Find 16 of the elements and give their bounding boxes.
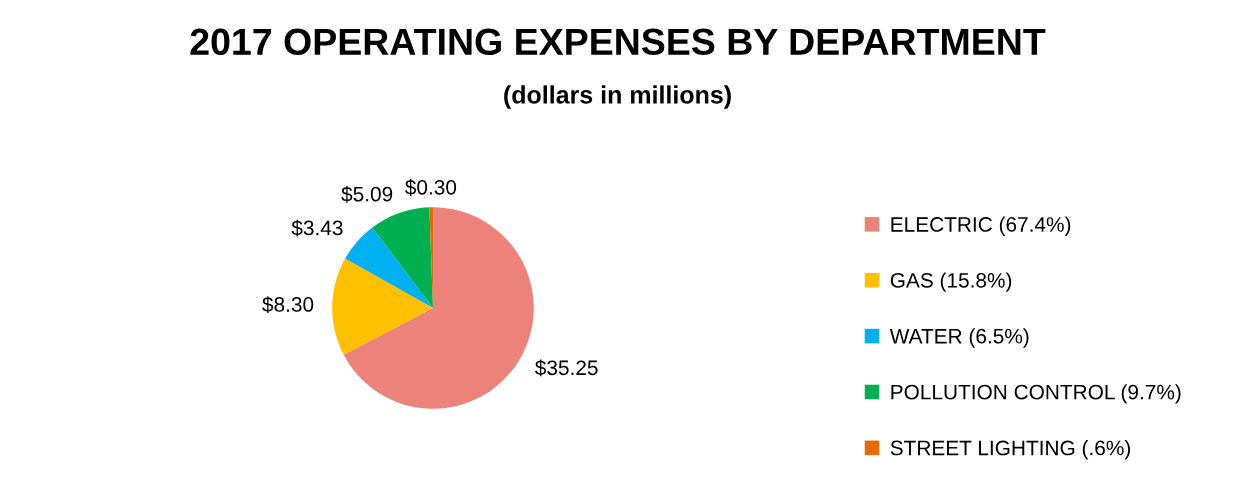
legend-label: STREET LIGHTING (.6%) — [890, 440, 1130, 460]
pie-slice — [332, 258, 433, 355]
data-label: $0.30 — [405, 179, 457, 196]
data-label: $5.09 — [341, 185, 393, 203]
data-label: $3.43 — [291, 219, 343, 237]
data-label: $8.30 — [262, 296, 314, 314]
pie-slice — [343, 207, 534, 409]
legend-label: WATER (6.5%) — [889, 328, 1029, 348]
legend-label: POLLUTION CONTROL (9.7%) — [891, 384, 1181, 404]
pie-slice — [372, 207, 433, 308]
legend-label: GAS (15.8%) — [890, 272, 1012, 292]
chart-subtitle: (dollars in millions) — [504, 85, 731, 109]
legend-label: ELECTRIC (67.4%) — [891, 216, 1071, 236]
pie-slice — [345, 227, 433, 308]
chart-title: 2017 OPERATING EXPENSES BY DEPARTMENT — [190, 28, 1046, 56]
data-label: $35.25 — [535, 359, 598, 377]
